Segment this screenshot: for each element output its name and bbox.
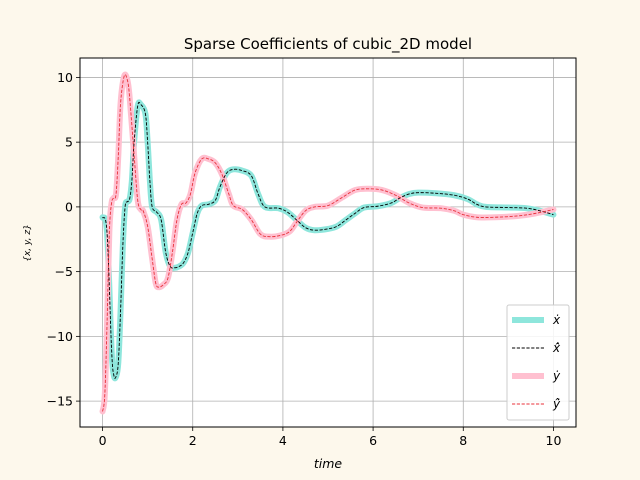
legend: ẋ x̂̇ ẏ ŷ̇ — [506, 304, 570, 421]
x-tick-label: 8 — [459, 433, 467, 448]
legend-label-x_true: ẋ — [552, 313, 561, 327]
plot-frame — [79, 57, 577, 428]
legend-label-y_true: ẏ — [552, 369, 561, 383]
y-tick-label: −5 — [55, 264, 73, 279]
y-tick-label: −15 — [47, 394, 73, 409]
legend-label-x_hat: x̂̇ — [552, 341, 561, 355]
y-tick-label: 5 — [65, 135, 73, 150]
y-tick-label: −10 — [47, 329, 73, 344]
series-x-hat-line — [102, 101, 554, 379]
y-axis-label: {x, y, z} — [23, 224, 33, 262]
series-layer — [99, 71, 557, 415]
axis-ticks: 0 2 4 6 8 10 10 5 0 −5 −10 −15 — [47, 70, 562, 448]
x-tick-label: 0 — [99, 433, 107, 448]
series-y-hat-line — [102, 74, 554, 412]
x-tick-label: 4 — [279, 433, 287, 448]
y-tick-label: 10 — [57, 70, 73, 85]
x-tick-label: 10 — [546, 433, 562, 448]
plot-area — [80, 58, 576, 427]
legend-label-y_hat: ŷ̇ — [552, 397, 561, 411]
x-tick-label: 2 — [189, 433, 197, 448]
x-axis-label: time — [314, 456, 343, 471]
legend-box — [506, 304, 570, 421]
y-tick-label: 0 — [65, 199, 73, 214]
x-tick-label: 6 — [369, 433, 377, 448]
chart-title: Sparse Coefficients of cubic_2D model — [184, 35, 472, 54]
